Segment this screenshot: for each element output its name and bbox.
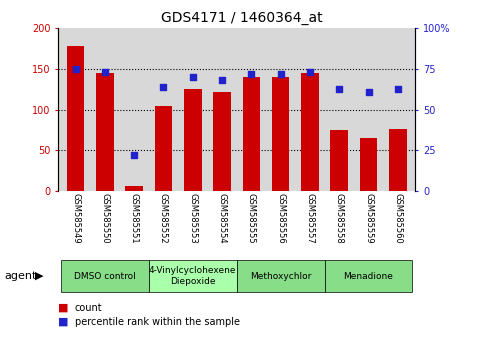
- Point: [101, 69, 109, 75]
- Point: [71, 66, 79, 72]
- Text: percentile rank within the sample: percentile rank within the sample: [75, 317, 240, 327]
- Point: [306, 69, 314, 75]
- Bar: [360, 138, 377, 191]
- Text: Methoxychlor: Methoxychlor: [250, 272, 312, 281]
- Text: GDS4171 / 1460364_at: GDS4171 / 1460364_at: [161, 11, 322, 25]
- Bar: [155, 105, 172, 191]
- Bar: [301, 73, 319, 191]
- Point: [218, 78, 226, 83]
- Text: 4-Vinylcyclohexene
Diepoxide: 4-Vinylcyclohexene Diepoxide: [149, 267, 237, 286]
- Point: [130, 153, 138, 158]
- Point: [247, 71, 255, 77]
- Text: Menadione: Menadione: [343, 272, 394, 281]
- Text: ■: ■: [58, 317, 69, 327]
- Bar: [67, 46, 85, 191]
- Bar: [242, 77, 260, 191]
- Text: agent: agent: [5, 271, 37, 281]
- Point: [277, 71, 284, 77]
- Bar: [389, 129, 407, 191]
- Bar: [330, 130, 348, 191]
- Bar: [213, 92, 231, 191]
- Bar: [96, 73, 114, 191]
- Text: ■: ■: [58, 303, 69, 313]
- Point: [189, 74, 197, 80]
- Bar: [126, 186, 143, 191]
- Point: [365, 89, 372, 95]
- Bar: [184, 88, 201, 191]
- Point: [335, 86, 343, 91]
- Text: count: count: [75, 303, 102, 313]
- Point: [159, 84, 167, 90]
- Bar: [272, 77, 289, 191]
- Point: [394, 86, 402, 91]
- Text: DMSO control: DMSO control: [74, 272, 136, 281]
- Text: ▶: ▶: [35, 271, 43, 281]
